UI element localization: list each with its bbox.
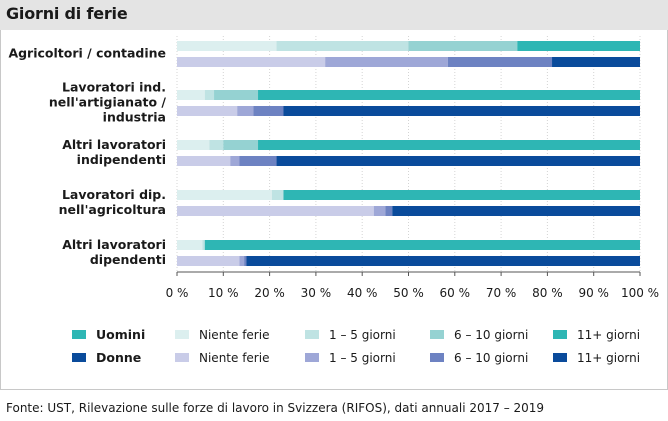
bar-segment bbox=[202, 240, 205, 250]
bar-segment bbox=[552, 57, 640, 67]
bar-segment bbox=[177, 256, 240, 266]
bar-segment bbox=[283, 190, 640, 200]
bar-segment bbox=[258, 140, 640, 150]
legend: Uomini Niente ferie 1 – 5 giorni 6 – 10 gio… bbox=[72, 327, 640, 365]
x-tick-label: 80 % bbox=[532, 286, 563, 300]
category-label: Lavoratori dip. bbox=[62, 187, 166, 202]
legend-label: 11+ giorni bbox=[577, 351, 640, 365]
bar-segment bbox=[258, 90, 640, 100]
bar-segment bbox=[223, 140, 259, 150]
legend-group-label: Donne bbox=[96, 350, 141, 365]
bar-segment bbox=[209, 140, 224, 150]
category-label: Agricoltori / contadine bbox=[8, 46, 166, 61]
category-label: dipendenti bbox=[90, 252, 166, 267]
category-label: nell'agricoltura bbox=[59, 202, 166, 217]
legend-label: 6 – 10 giorni bbox=[454, 351, 528, 365]
bar-segment bbox=[253, 106, 284, 116]
category-label: nell'artigianato / bbox=[49, 95, 167, 110]
title-bar: Giorni di ferie bbox=[0, 0, 668, 30]
legend-swatch bbox=[72, 353, 86, 362]
category-label: Altri lavoratori bbox=[62, 137, 166, 152]
x-tick-label: 0 % bbox=[166, 286, 189, 300]
legend-swatch bbox=[175, 353, 189, 362]
bars-layer bbox=[177, 41, 640, 266]
bar-segment bbox=[177, 206, 374, 216]
legend-label: Niente ferie bbox=[199, 351, 269, 365]
chart-title: Giorni di ferie bbox=[6, 4, 128, 23]
x-tick-label: 20 % bbox=[254, 286, 285, 300]
x-tick-label: 90 % bbox=[578, 286, 609, 300]
bar-segment bbox=[517, 41, 640, 51]
bar-segment bbox=[204, 90, 215, 100]
bar-segment bbox=[214, 90, 259, 100]
bar-segment bbox=[177, 156, 231, 166]
legend-swatch bbox=[175, 330, 189, 339]
bar-segment bbox=[283, 106, 640, 116]
x-tick-label: 50 % bbox=[393, 286, 424, 300]
x-tick-label: 60 % bbox=[440, 286, 471, 300]
x-tick-label: 100 % bbox=[621, 286, 659, 300]
bar-segment bbox=[276, 156, 640, 166]
bar-segment bbox=[447, 57, 553, 67]
legend-swatch bbox=[553, 353, 567, 362]
bar-segment bbox=[385, 206, 393, 216]
grid-layer bbox=[176, 36, 641, 272]
bar-segment bbox=[325, 57, 448, 67]
bar-segment bbox=[392, 206, 640, 216]
legend-label: 11+ giorni bbox=[577, 328, 640, 342]
legend-swatch bbox=[430, 353, 444, 362]
bar-segment bbox=[177, 90, 205, 100]
stacked-bar-chart: 0 % 10 % 20 % 30 % 40 % 50 % 60 % 70 % 80 % 90 % 1… bbox=[8, 36, 659, 365]
bar-segment bbox=[177, 240, 203, 250]
bar-segment bbox=[244, 256, 247, 266]
bar-segment bbox=[237, 106, 254, 116]
bar-segment bbox=[239, 156, 277, 166]
legend-swatch bbox=[305, 353, 319, 362]
bar-segment bbox=[246, 256, 640, 266]
category-label: Lavoratori ind. bbox=[62, 80, 166, 95]
bar-segment bbox=[204, 240, 640, 250]
bar-segment bbox=[373, 206, 386, 216]
legend-swatch bbox=[72, 330, 86, 339]
legend-label: 1 – 5 giorni bbox=[329, 351, 396, 365]
bar-segment bbox=[239, 256, 245, 266]
x-tick-label: 10 % bbox=[208, 286, 239, 300]
legend-swatch bbox=[305, 330, 319, 339]
bar-segment bbox=[177, 190, 272, 200]
category-label: industria bbox=[103, 110, 166, 125]
x-tick-label: 30 % bbox=[301, 286, 332, 300]
legend-label: Niente ferie bbox=[199, 328, 269, 342]
legend-group-label: Uomini bbox=[96, 327, 145, 342]
axis-layer: 0 % 10 % 20 % 30 % 40 % 50 % 60 % 70 % 80 % 90 % 1… bbox=[166, 271, 659, 300]
bar-segment bbox=[230, 156, 240, 166]
x-tick-label: 40 % bbox=[347, 286, 378, 300]
source-note: Fonte: UST, Rilevazione sulle forze di l… bbox=[6, 401, 545, 415]
legend-label: 1 – 5 giorni bbox=[329, 328, 396, 342]
legend-swatch bbox=[430, 330, 444, 339]
legend-label: 6 – 10 giorni bbox=[454, 328, 528, 342]
bar-segment bbox=[408, 41, 518, 51]
category-label: Altri lavoratori bbox=[62, 237, 166, 252]
bar-segment bbox=[177, 41, 277, 51]
category-label: indipendenti bbox=[77, 152, 166, 167]
bar-segment bbox=[177, 106, 238, 116]
x-tick-label: 70 % bbox=[486, 286, 517, 300]
bar-segment bbox=[271, 190, 284, 200]
legend-swatch bbox=[553, 330, 567, 339]
bar-segment bbox=[177, 140, 210, 150]
bar-segment bbox=[177, 57, 326, 67]
bar-segment bbox=[276, 41, 409, 51]
